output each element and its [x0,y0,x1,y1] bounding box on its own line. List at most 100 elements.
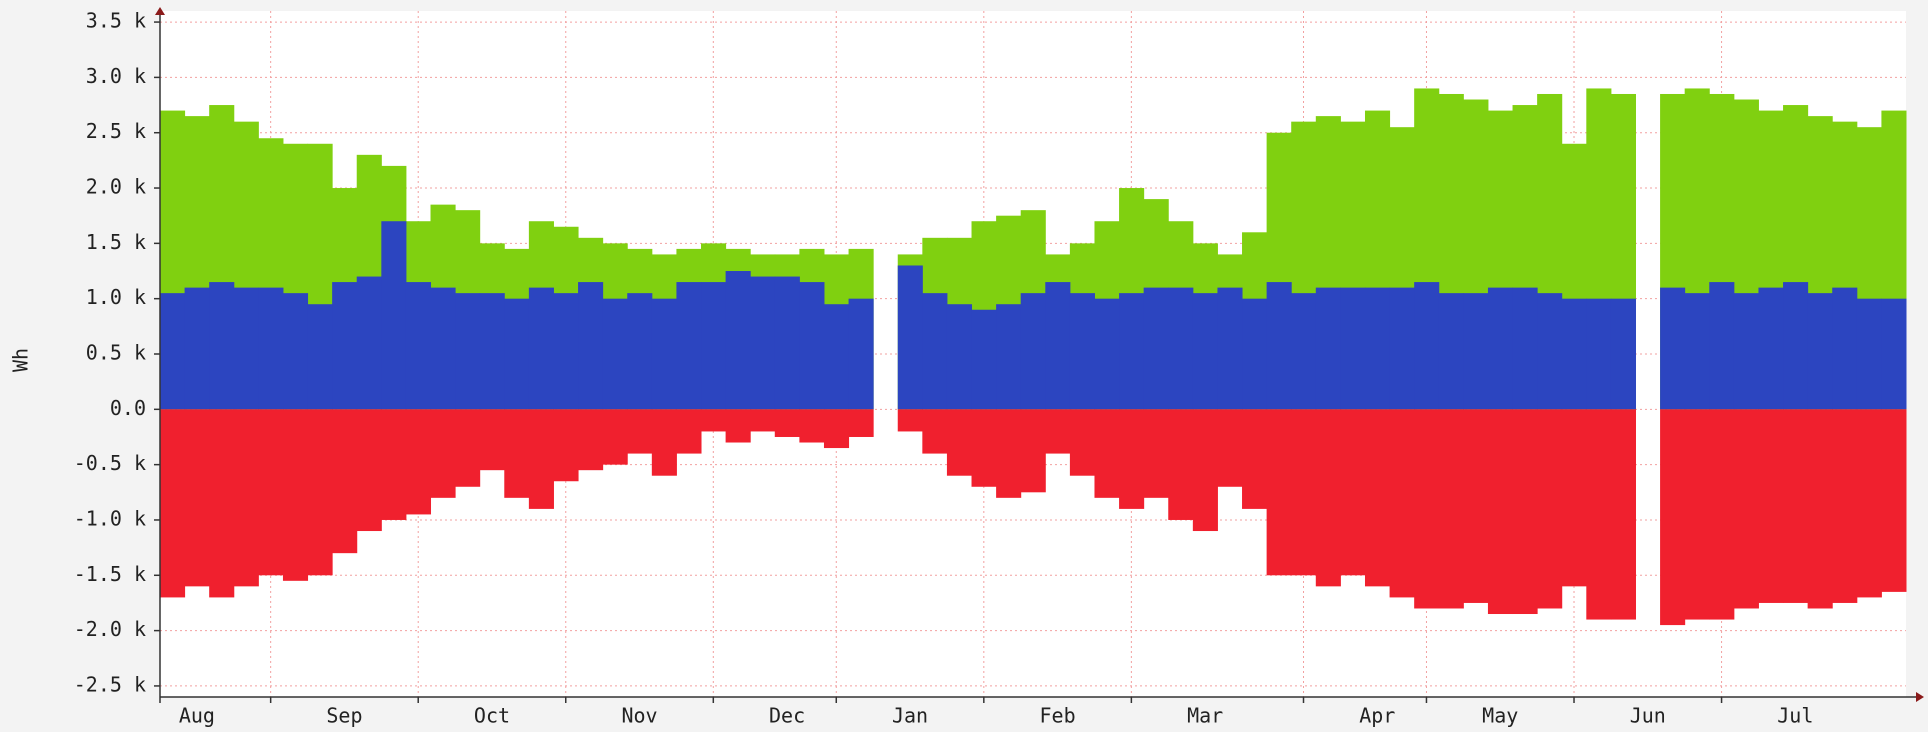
x-tick-label: Sep [326,704,362,728]
bar [750,276,776,410]
bar [1266,409,1292,576]
bar [922,409,948,454]
bar [1192,293,1218,410]
bar [1881,409,1907,592]
bar [1660,409,1686,626]
bar [1094,298,1120,410]
bar [528,287,554,410]
bar [946,409,973,476]
y-tick-label: -1.0 k [74,506,146,530]
bar [1487,409,1514,615]
bar [996,409,1022,498]
bar [332,409,358,554]
bar [750,409,776,432]
bar [1069,293,1095,410]
bar [1881,298,1907,410]
bar [1807,409,1833,609]
bar [774,276,800,410]
bar [1709,282,1735,410]
bar [725,271,751,410]
bar [1512,287,1538,410]
bar [1438,293,1464,410]
bar [1389,409,1415,598]
bar [1856,298,1882,410]
bar [971,409,997,487]
bar [1340,287,1366,410]
bar [1242,409,1268,509]
bar [1217,409,1243,487]
x-tick-label: Nov [621,704,657,728]
bar [701,282,727,410]
bar [1561,409,1587,587]
bar [1315,287,1341,410]
x-tick-label: Mar [1187,704,1223,728]
y-tick-label: 0.0 [110,396,146,420]
bar [627,293,653,410]
y-axis-label: Wh [9,348,33,372]
axis-arrow [1916,692,1924,702]
axis-arrow [155,7,165,15]
bar [725,409,751,443]
bar [1586,409,1612,620]
bar [184,287,210,410]
bar [946,304,973,410]
y-tick-label: -0.5 k [74,451,146,475]
bar [160,409,186,598]
bar [1143,287,1169,410]
bar [602,409,628,465]
bar [1119,293,1145,410]
bar [332,282,358,410]
bar [1733,293,1759,410]
bar [602,298,628,410]
y-tick-label: -2.5 k [74,672,146,696]
bar [381,221,407,410]
bar [479,409,505,471]
bar [430,409,456,498]
y-tick-label: 3.0 k [86,64,146,88]
bar [651,298,677,410]
bar [1266,282,1292,410]
bar [676,282,702,410]
bar [184,409,210,587]
bar [799,282,825,410]
bar [1192,409,1218,532]
bar [405,282,432,410]
bar [1414,409,1440,609]
bar [1537,409,1563,609]
bar [381,409,407,520]
x-tick-label: Feb [1040,704,1076,728]
bar [455,293,481,410]
bar [1610,409,1636,620]
bar [1684,409,1710,620]
bar [504,298,530,410]
bar [1610,298,1636,410]
bar [848,298,874,410]
bar [504,409,530,498]
bar [528,409,554,509]
bar [996,304,1022,410]
bar [356,409,382,532]
bar [897,265,923,410]
x-tick-label: May [1482,704,1518,728]
bar [233,409,259,587]
x-tick-label: Jun [1630,704,1666,728]
bar [1856,409,1882,598]
y-tick-label: 1.0 k [86,285,146,309]
bar [430,287,456,410]
bar [1045,282,1071,410]
bar [1758,287,1784,410]
bar [627,409,653,454]
bar [1463,293,1489,410]
bar [1045,409,1071,454]
bar [1586,298,1612,410]
bar [258,409,284,576]
bar [774,409,800,437]
x-tick-label: Jul [1777,704,1813,728]
bar [799,409,825,443]
bar [1414,282,1440,410]
y-tick-label: -2.0 k [74,617,146,641]
bar [307,409,333,576]
bar [1069,409,1095,476]
bar [1217,287,1243,410]
bar [1168,409,1194,520]
